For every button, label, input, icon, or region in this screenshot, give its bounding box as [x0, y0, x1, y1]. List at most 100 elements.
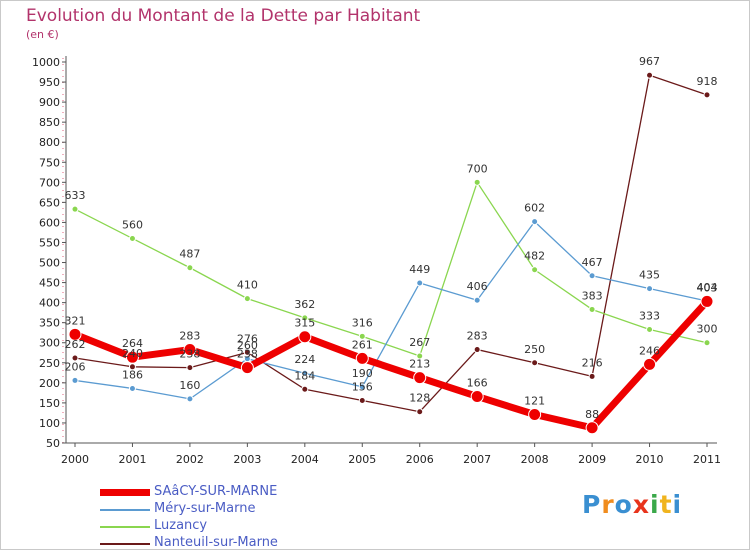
data-point	[588, 372, 596, 380]
y-tick-label: 900	[39, 96, 60, 109]
data-label: 283	[467, 330, 488, 343]
y-tick-label: 850	[39, 116, 60, 129]
data-point	[186, 264, 194, 272]
data-label: 467	[582, 256, 603, 269]
data-point	[416, 279, 424, 287]
data-label: 156	[352, 380, 373, 393]
data-label: 206	[65, 360, 86, 373]
data-label: 276	[237, 332, 258, 345]
x-tick-label: 2001	[118, 453, 146, 466]
x-tick-label: 2003	[233, 453, 261, 466]
data-point	[703, 339, 711, 347]
chart-title: Evolution du Montant de la Dette par Hab…	[26, 6, 421, 26]
y-tick-label: 1000	[32, 56, 60, 69]
data-point	[646, 326, 654, 334]
data-point	[358, 383, 366, 391]
y-tick-label: 250	[39, 357, 60, 370]
data-point	[128, 234, 136, 242]
data-point	[646, 285, 654, 293]
data-label: 160	[179, 379, 200, 392]
data-label: 216	[582, 356, 603, 369]
data-label: 264	[122, 337, 143, 350]
y-tick-label: 100	[39, 417, 60, 430]
data-label: 128	[409, 392, 430, 405]
data-point	[643, 357, 657, 371]
logo-letter: i	[650, 490, 660, 519]
data-point	[186, 364, 194, 372]
x-tick-label: 2011	[693, 453, 721, 466]
x-tick-label: 2007	[463, 453, 491, 466]
data-label: 383	[582, 289, 603, 302]
data-label: 240	[122, 347, 143, 360]
data-label: 267	[409, 336, 430, 349]
data-label: 184	[294, 369, 315, 382]
data-point	[473, 296, 481, 304]
data-label: 238	[237, 348, 258, 361]
data-label: 362	[294, 298, 315, 311]
data-label: 261	[352, 338, 373, 351]
proxiti-logo: Proxiti	[582, 490, 682, 519]
data-label: 633	[65, 189, 86, 202]
x-tick-label: 2009	[578, 453, 606, 466]
y-tick-label: 750	[39, 156, 60, 169]
y-tick-label: 700	[39, 176, 60, 189]
y-tick-label: 200	[39, 377, 60, 390]
data-point	[128, 363, 136, 371]
data-point	[355, 351, 369, 365]
y-tick-label: 50	[46, 437, 60, 450]
data-label: 918	[697, 75, 718, 88]
y-tick-label: 550	[39, 236, 60, 249]
data-label: 190	[352, 367, 373, 380]
legend-swatch	[100, 489, 150, 496]
data-label: 316	[352, 316, 373, 329]
y-tick-label: 600	[39, 216, 60, 229]
legend-label: Luzancy	[154, 518, 208, 533]
data-point	[528, 408, 542, 422]
data-point	[416, 408, 424, 416]
data-label: 602	[524, 202, 545, 215]
data-label: 449	[409, 263, 430, 276]
data-label: 250	[524, 343, 545, 356]
y-tick-label: 300	[39, 337, 60, 350]
data-label: 321	[65, 314, 86, 327]
y-tick-label: 150	[39, 397, 60, 410]
data-point	[585, 421, 599, 435]
y-tick-label: 950	[39, 76, 60, 89]
data-point	[700, 294, 714, 308]
logo-letter: x	[632, 490, 650, 519]
x-tick-label: 2010	[636, 453, 664, 466]
data-label: 262	[65, 338, 86, 351]
data-label: 315	[294, 317, 315, 330]
data-label: 88	[585, 408, 599, 421]
data-point	[531, 218, 539, 226]
data-point	[71, 354, 79, 362]
data-label: 246	[639, 344, 660, 357]
data-point	[71, 205, 79, 213]
data-point	[125, 350, 139, 364]
data-label: 224	[294, 353, 315, 366]
data-point	[358, 396, 366, 404]
x-tick-label: 2008	[521, 453, 549, 466]
legend-swatch	[100, 543, 150, 545]
y-tick-label: 400	[39, 297, 60, 310]
x-tick-label: 2004	[291, 453, 319, 466]
data-label: 482	[524, 250, 545, 263]
data-point	[473, 346, 481, 354]
logo-letter: o	[614, 490, 633, 519]
data-point	[531, 359, 539, 367]
data-point	[703, 91, 711, 99]
y-tick-label: 500	[39, 257, 60, 270]
data-point	[71, 376, 79, 384]
data-label: 333	[639, 310, 660, 323]
data-label: 967	[639, 55, 660, 68]
data-point	[470, 389, 484, 403]
x-tick-label: 2006	[406, 453, 434, 466]
logo-letter: t	[659, 490, 673, 519]
data-point	[183, 343, 197, 357]
x-tick-label: 2005	[348, 453, 376, 466]
legend-label: Nanteuil-sur-Marne	[154, 535, 278, 550]
legend-swatch	[100, 509, 150, 511]
unit-label: (en €)	[26, 28, 59, 41]
